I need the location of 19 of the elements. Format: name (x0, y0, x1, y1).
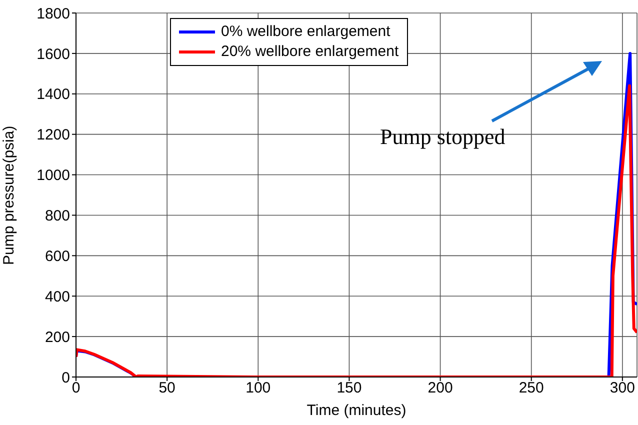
y-tick-label: 1400 (36, 86, 70, 104)
x-tick-label: 50 (158, 380, 176, 397)
y-tick-label: 200 (44, 328, 70, 346)
y-tick-label: 1800 (36, 5, 70, 22)
x-tick-label: 250 (518, 380, 544, 397)
x-tick-label: 100 (246, 380, 271, 397)
legend-label: 20% wellbore enlargement (221, 42, 399, 62)
y-axis-title: Pump pressure(psia) (0, 126, 18, 265)
x-tick-label: 300 (610, 380, 635, 397)
y-tick-label: 1000 (36, 167, 70, 184)
x-tick-label: 150 (336, 380, 362, 397)
x-axis-title: Time (minutes) (306, 402, 406, 419)
y-tick-label: 600 (44, 248, 70, 265)
x-tick-label: 200 (428, 380, 453, 397)
y-tick-label: 1600 (36, 46, 70, 63)
legend-label: 0% wellbore enlargement (221, 22, 390, 42)
y-tick-label: 1200 (36, 126, 70, 144)
y-tick-label: 800 (44, 208, 70, 225)
y-tick-label: 400 (44, 288, 70, 306)
